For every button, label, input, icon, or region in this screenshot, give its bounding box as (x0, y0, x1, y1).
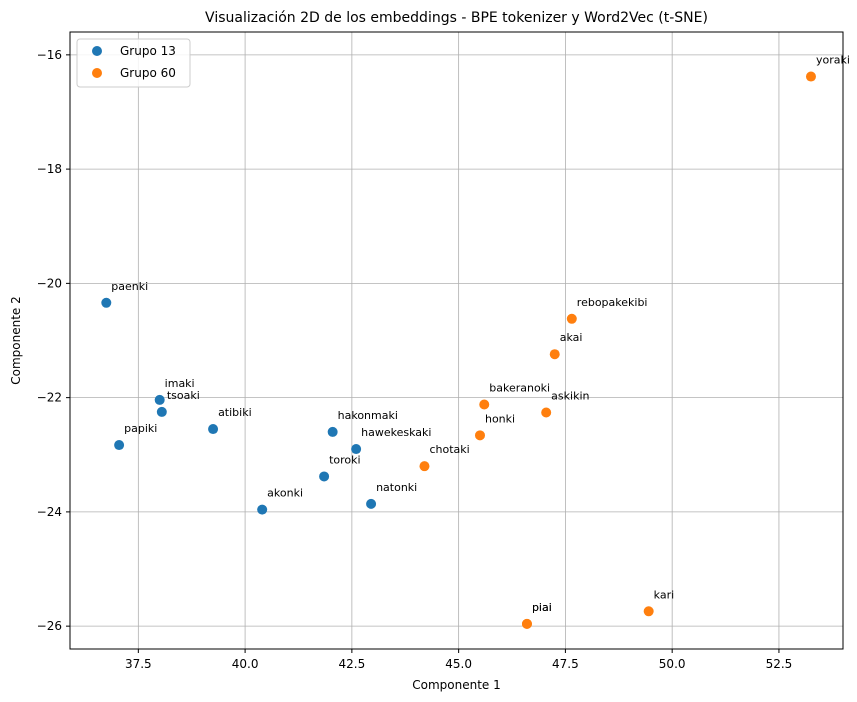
point-label: bakeranoki (489, 381, 550, 394)
plot-frame (69, 31, 844, 650)
x-axis-label: Componente 1 (412, 678, 501, 692)
x-tick-label: 40.0 (232, 657, 259, 671)
x-tick-label: 45.0 (445, 657, 472, 671)
point-label: tsoaki (167, 389, 200, 402)
x-tick-label: 50.0 (659, 657, 686, 671)
data-point (156, 406, 167, 417)
point-label: hakonmaki (338, 409, 398, 422)
point-label: piai (532, 601, 552, 614)
y-tick-label: −20 (37, 276, 62, 290)
point-label: toroki (329, 453, 360, 466)
data-point (327, 426, 338, 437)
point-label: honki (485, 412, 515, 425)
y-axis-label: Componente 2 (9, 296, 23, 385)
x-axis-ticks: 37.5 40.0 42.5 45.0 47.5 50.0 52.5 (125, 649, 792, 671)
data-point (566, 313, 577, 324)
data-point (319, 471, 330, 482)
data-point (643, 606, 654, 617)
grid-lines (70, 32, 843, 649)
data-point (114, 440, 125, 451)
point-label: akonki (267, 487, 303, 500)
point-label: yoraki (816, 54, 850, 67)
y-tick-label: −22 (37, 391, 62, 405)
data-point (474, 430, 485, 441)
legend-box (76, 38, 191, 88)
legend-marker (92, 46, 102, 56)
data-point (257, 504, 268, 515)
point-label: rebopakekibi (577, 296, 648, 309)
point-label: akai (560, 331, 583, 344)
y-tick-label: −26 (37, 619, 62, 633)
point-label: kari (654, 588, 675, 601)
point-label: atibiki (218, 406, 252, 419)
point-label: hawekeskaki (361, 426, 431, 439)
data-point (805, 71, 816, 82)
chart-title: Visualización 2D de los embeddings - BPE… (205, 10, 708, 26)
data-point (101, 297, 112, 308)
point-label: paenki (111, 280, 148, 293)
data-point (541, 407, 552, 418)
point-label: askikin (551, 389, 589, 402)
point-label: papiki (124, 422, 157, 435)
point-label: piai (532, 601, 552, 614)
point-label: chotaki (429, 443, 469, 456)
y-tick-label: −24 (37, 505, 62, 519)
data-point (366, 498, 377, 509)
legend: Grupo 13 Grupo 60 (76, 38, 191, 88)
x-tick-label: 37.5 (125, 657, 152, 671)
data-point (154, 394, 165, 405)
legend-marker (92, 68, 102, 78)
point-label: imaki (165, 377, 195, 390)
data-point (419, 461, 430, 472)
y-tick-label: −18 (37, 162, 62, 176)
data-point (208, 424, 219, 435)
x-tick-label: 42.5 (339, 657, 366, 671)
x-tick-label: 47.5 (552, 657, 579, 671)
data-point (479, 399, 490, 410)
y-tick-label: −16 (37, 48, 62, 62)
legend-entry: Grupo 60 (120, 66, 176, 80)
legend-entry: Grupo 13 (120, 44, 176, 58)
data-point (521, 618, 532, 629)
data-point (549, 349, 560, 360)
y-axis-ticks: −26 −24 −22 −20 −18 −16 (37, 48, 70, 633)
data-point (351, 444, 362, 455)
x-tick-label: 52.5 (766, 657, 793, 671)
point-label: natonki (376, 481, 417, 494)
